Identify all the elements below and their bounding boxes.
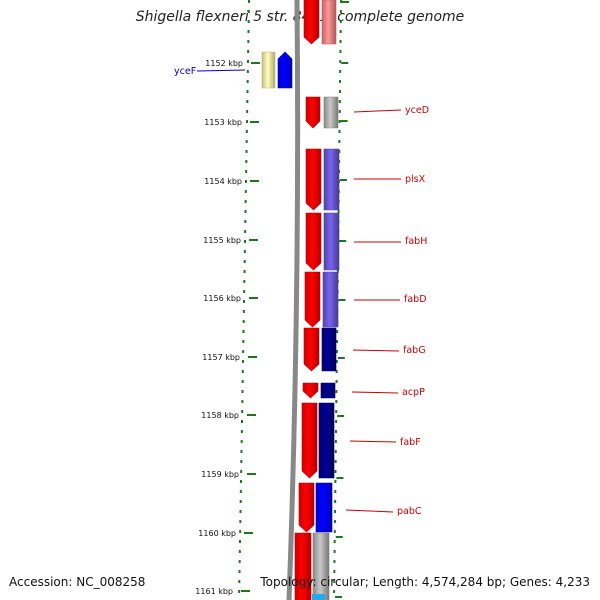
cds-feature[interactable] [298,482,315,533]
scale-tick: 1153 kbp [204,118,259,127]
scale-tick: 1157 kbp [202,353,257,362]
cds-feature[interactable] [323,96,339,129]
cds-feature[interactable] [321,0,337,45]
ring-right-dashes [335,1,349,598]
cds-feature[interactable] [320,382,336,399]
gene-fabh[interactable]: fabH [354,236,427,247]
cds-feature[interactable] [315,482,333,533]
cds-feature[interactable] [318,402,335,479]
tick-ring-left [238,0,250,593]
gene-acpp[interactable]: acpP [351,387,425,398]
gene-fabf[interactable]: fabF [349,437,421,448]
scale-tick: 1156 kbp [203,294,258,303]
scale-tick: 1161 kbp [195,587,250,596]
scale-tick: 1160 kbp [198,529,253,538]
gene-fabd[interactable]: fabD [354,294,427,305]
scale-tick: 1159 kbp [201,470,256,479]
cds-feature[interactable] [305,148,322,211]
genome-backbone [286,0,301,600]
cds-feature[interactable] [303,0,320,45]
gene-yced[interactable]: yceD [353,105,429,116]
gene-label[interactable]: yceD [405,105,429,116]
gene-label[interactable]: pabC [397,506,422,517]
map-title: Shigella flexneri 5 str. 8401, complete … [135,9,465,25]
gene-label[interactable]: fabD [404,294,427,305]
cds-feature[interactable] [321,327,337,372]
tick-label: 1152 kbp [205,59,243,68]
cds-feature[interactable] [303,327,320,372]
cds-feature[interactable] [305,212,322,271]
cds-feature[interactable] [322,271,339,328]
cds-feature[interactable] [304,271,321,328]
tick-label: 1154 kbp [204,177,242,186]
gene-plsx[interactable]: plsX [354,174,426,185]
gene-label[interactable]: fabG [403,345,426,356]
cds-feature[interactable] [301,402,318,479]
tick-label: 1161 kbp [195,587,233,596]
tick-label: 1156 kbp [203,294,241,303]
gene-label[interactable]: plsX [405,174,426,185]
tick-label: 1157 kbp [202,353,240,362]
cds-feature[interactable] [312,594,325,600]
genome-summary: Topology: circular; Length: 4,574,284 bp… [260,575,590,589]
cds-feature[interactable] [323,148,340,211]
accession-label: Accession: NC_008258 [9,575,146,589]
gene-label[interactable]: fabF [400,437,421,448]
gene-label[interactable]: fabH [405,236,427,247]
cds-feature[interactable] [305,96,321,129]
gene-fabg[interactable]: fabG [352,345,426,356]
scale-tick: 1155 kbp [203,236,258,245]
gene-label[interactable]: yceF [174,66,196,77]
scale-tick: 1152 kbp [205,59,260,68]
scale-tick: 1154 kbp [204,177,259,186]
gene-pabc[interactable]: pabC [345,506,422,517]
tick-label: 1155 kbp [203,236,241,245]
cds-feature[interactable] [323,212,340,271]
cds-feature[interactable] [294,532,312,600]
scale-tick: 1158 kbp [201,411,256,420]
tick-label: 1158 kbp [201,411,239,420]
tick-label: 1160 kbp [198,529,236,538]
gene-label[interactable]: acpP [402,387,425,398]
cds-feature[interactable] [261,51,276,89]
tick-label: 1159 kbp [201,470,239,479]
cds-feature[interactable] [302,382,319,399]
cds-feature[interactable] [312,532,330,600]
tick-label: 1153 kbp [204,118,242,127]
cds-feature[interactable] [277,51,293,89]
gene-ycef[interactable]: yceF [174,66,246,77]
